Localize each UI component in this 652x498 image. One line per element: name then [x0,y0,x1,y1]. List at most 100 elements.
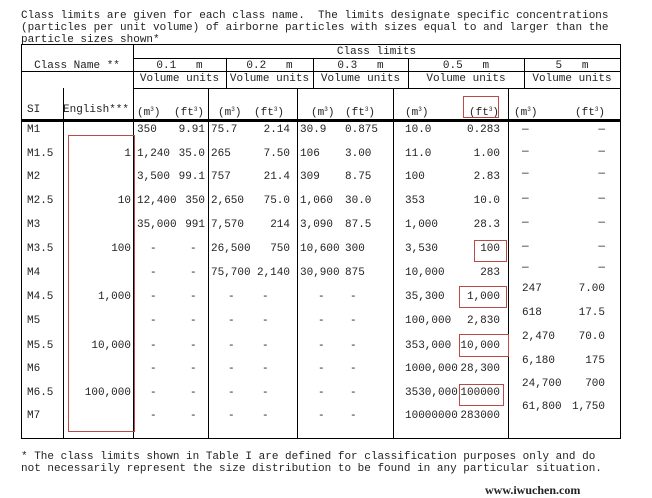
row-m3-value: 10.0 [405,124,432,136]
particle-size-header: 0.2 m [246,60,293,72]
footnote-line-1: * The class limits shown in Table I are … [21,451,596,463]
table-rule [226,58,227,88]
row-m3-value: - [318,315,325,327]
row-si-class: M1.5 [27,148,54,160]
unit-ft3-header: (ft3) [254,106,285,119]
unit-ft3-header: (ft3) [469,106,500,119]
row-si-class: M2.5 [27,195,54,207]
row-ft3-value: 8.75 [345,171,372,183]
row-english-class: 10 [117,195,131,207]
intro-line-1: Class limits are given for each class na… [21,10,609,22]
row-ft3-value: - [350,363,357,375]
row-ft3-value: 300 [345,243,365,255]
row-m3-value: - [150,315,157,327]
row-ft3-value: 9.91 [178,124,205,136]
row-english-class: 1,000 [97,291,131,303]
row-m3-value: - [228,410,235,422]
row-m3-value: 10,600 [300,243,340,255]
intro-line-2: (particles per unit volume) of airborne … [21,22,609,34]
row-m3-value: 10,000 [405,267,445,279]
row-m3-value: 12,400 [137,195,177,207]
row-ft3-value: - [190,363,197,375]
row-m3-value: 1,240 [137,148,171,160]
unit-m3-header: (m3) [137,106,161,119]
row-m3-value: 3,530 [405,243,439,255]
row-ft3-value: 991 [185,219,205,231]
row-m3-value: - [318,291,325,303]
row-ft3-value: 75.0 [263,195,290,207]
table-rule [313,58,314,88]
table-rule [133,88,620,89]
row-si-class: M5.5 [27,340,54,352]
row-si-class: M2 [27,171,41,183]
table-rule [21,44,22,439]
unit-ft3-header: (ft3) [345,106,376,119]
class-limits-header: Class limits [336,46,417,58]
unit-m3-header: (m3) [218,106,242,119]
table-rule [21,121,621,122]
row-ft3-value: - [190,315,197,327]
row-m3-value: 10000000 [405,410,458,422]
row-ft3-value: 350 [185,195,205,207]
five-micron-m3-value: — [522,262,529,274]
volume-units-header: Volume units [320,73,401,85]
five-micron-m3-value: — [522,146,529,158]
row-m3-value: 7,570 [211,219,245,231]
table-rule [21,44,621,45]
row-ft3-value: - [190,410,197,422]
row-si-class: M4 [27,267,41,279]
row-m3-value: 30,900 [300,267,340,279]
five-micron-ft3-value: — [598,193,605,205]
table-rule [21,119,621,120]
row-ft3-value: 283 [480,267,500,279]
row-ft3-value: 1,000 [466,291,500,303]
row-si-class: M4.5 [27,291,54,303]
table-rule [508,88,509,439]
row-ft3-value: 28,300 [460,363,500,375]
row-m3-value: - [150,340,157,352]
row-ft3-value: 2.14 [263,124,290,136]
row-m3-value: - [318,387,325,399]
five-micron-m3-value: — [522,193,529,205]
row-ft3-value: - [262,410,269,422]
row-ft3-value: 2.83 [473,171,500,183]
row-ft3-value: 2,830 [466,315,500,327]
row-si-class: M6.5 [27,387,54,399]
row-ft3-value: 0.283 [466,124,500,136]
table-rule [297,88,298,439]
row-m3-value: 1000,000 [405,363,458,375]
row-m3-value: 75,700 [211,267,251,279]
row-m3-value: - [150,291,157,303]
row-ft3-value: 875 [345,267,365,279]
particle-size-header: 5 m [555,60,589,72]
highlight-box [459,334,509,357]
row-ft3-value: - [262,340,269,352]
five-micron-ft3-value: 7.00 [578,283,605,295]
english-header: English*** [63,104,130,116]
five-micron-ft3-value: — [598,168,605,180]
five-micron-m3-value: — [522,124,529,136]
table-rule [408,58,409,88]
table-rule [393,88,394,439]
row-m3-value: 757 [211,171,231,183]
row-si-class: M6 [27,363,41,375]
row-ft3-value: - [262,315,269,327]
row-m3-value: 1,060 [300,195,334,207]
five-micron-m3-value: 61,800 [522,401,562,413]
five-micron-ft3-value: — [598,217,605,229]
row-english-class: 1 [124,148,131,160]
row-ft3-value: 10.0 [473,195,500,207]
row-m3-value: 100 [405,171,425,183]
row-ft3-value: 10,000 [460,340,500,352]
five-micron-ft3-value: 70.0 [578,331,605,343]
volume-units-header: Volume units [139,73,220,85]
five-micron-ft3-value: 700 [585,378,605,390]
row-ft3-value: - [350,291,357,303]
row-ft3-value: 2,140 [256,267,290,279]
row-m3-value: - [150,267,157,279]
row-ft3-value: 28.3 [473,219,500,231]
row-m3-value: - [228,291,235,303]
row-m3-value: - [150,410,157,422]
row-m3-value: 353 [405,195,425,207]
row-ft3-value: 30.0 [345,195,372,207]
